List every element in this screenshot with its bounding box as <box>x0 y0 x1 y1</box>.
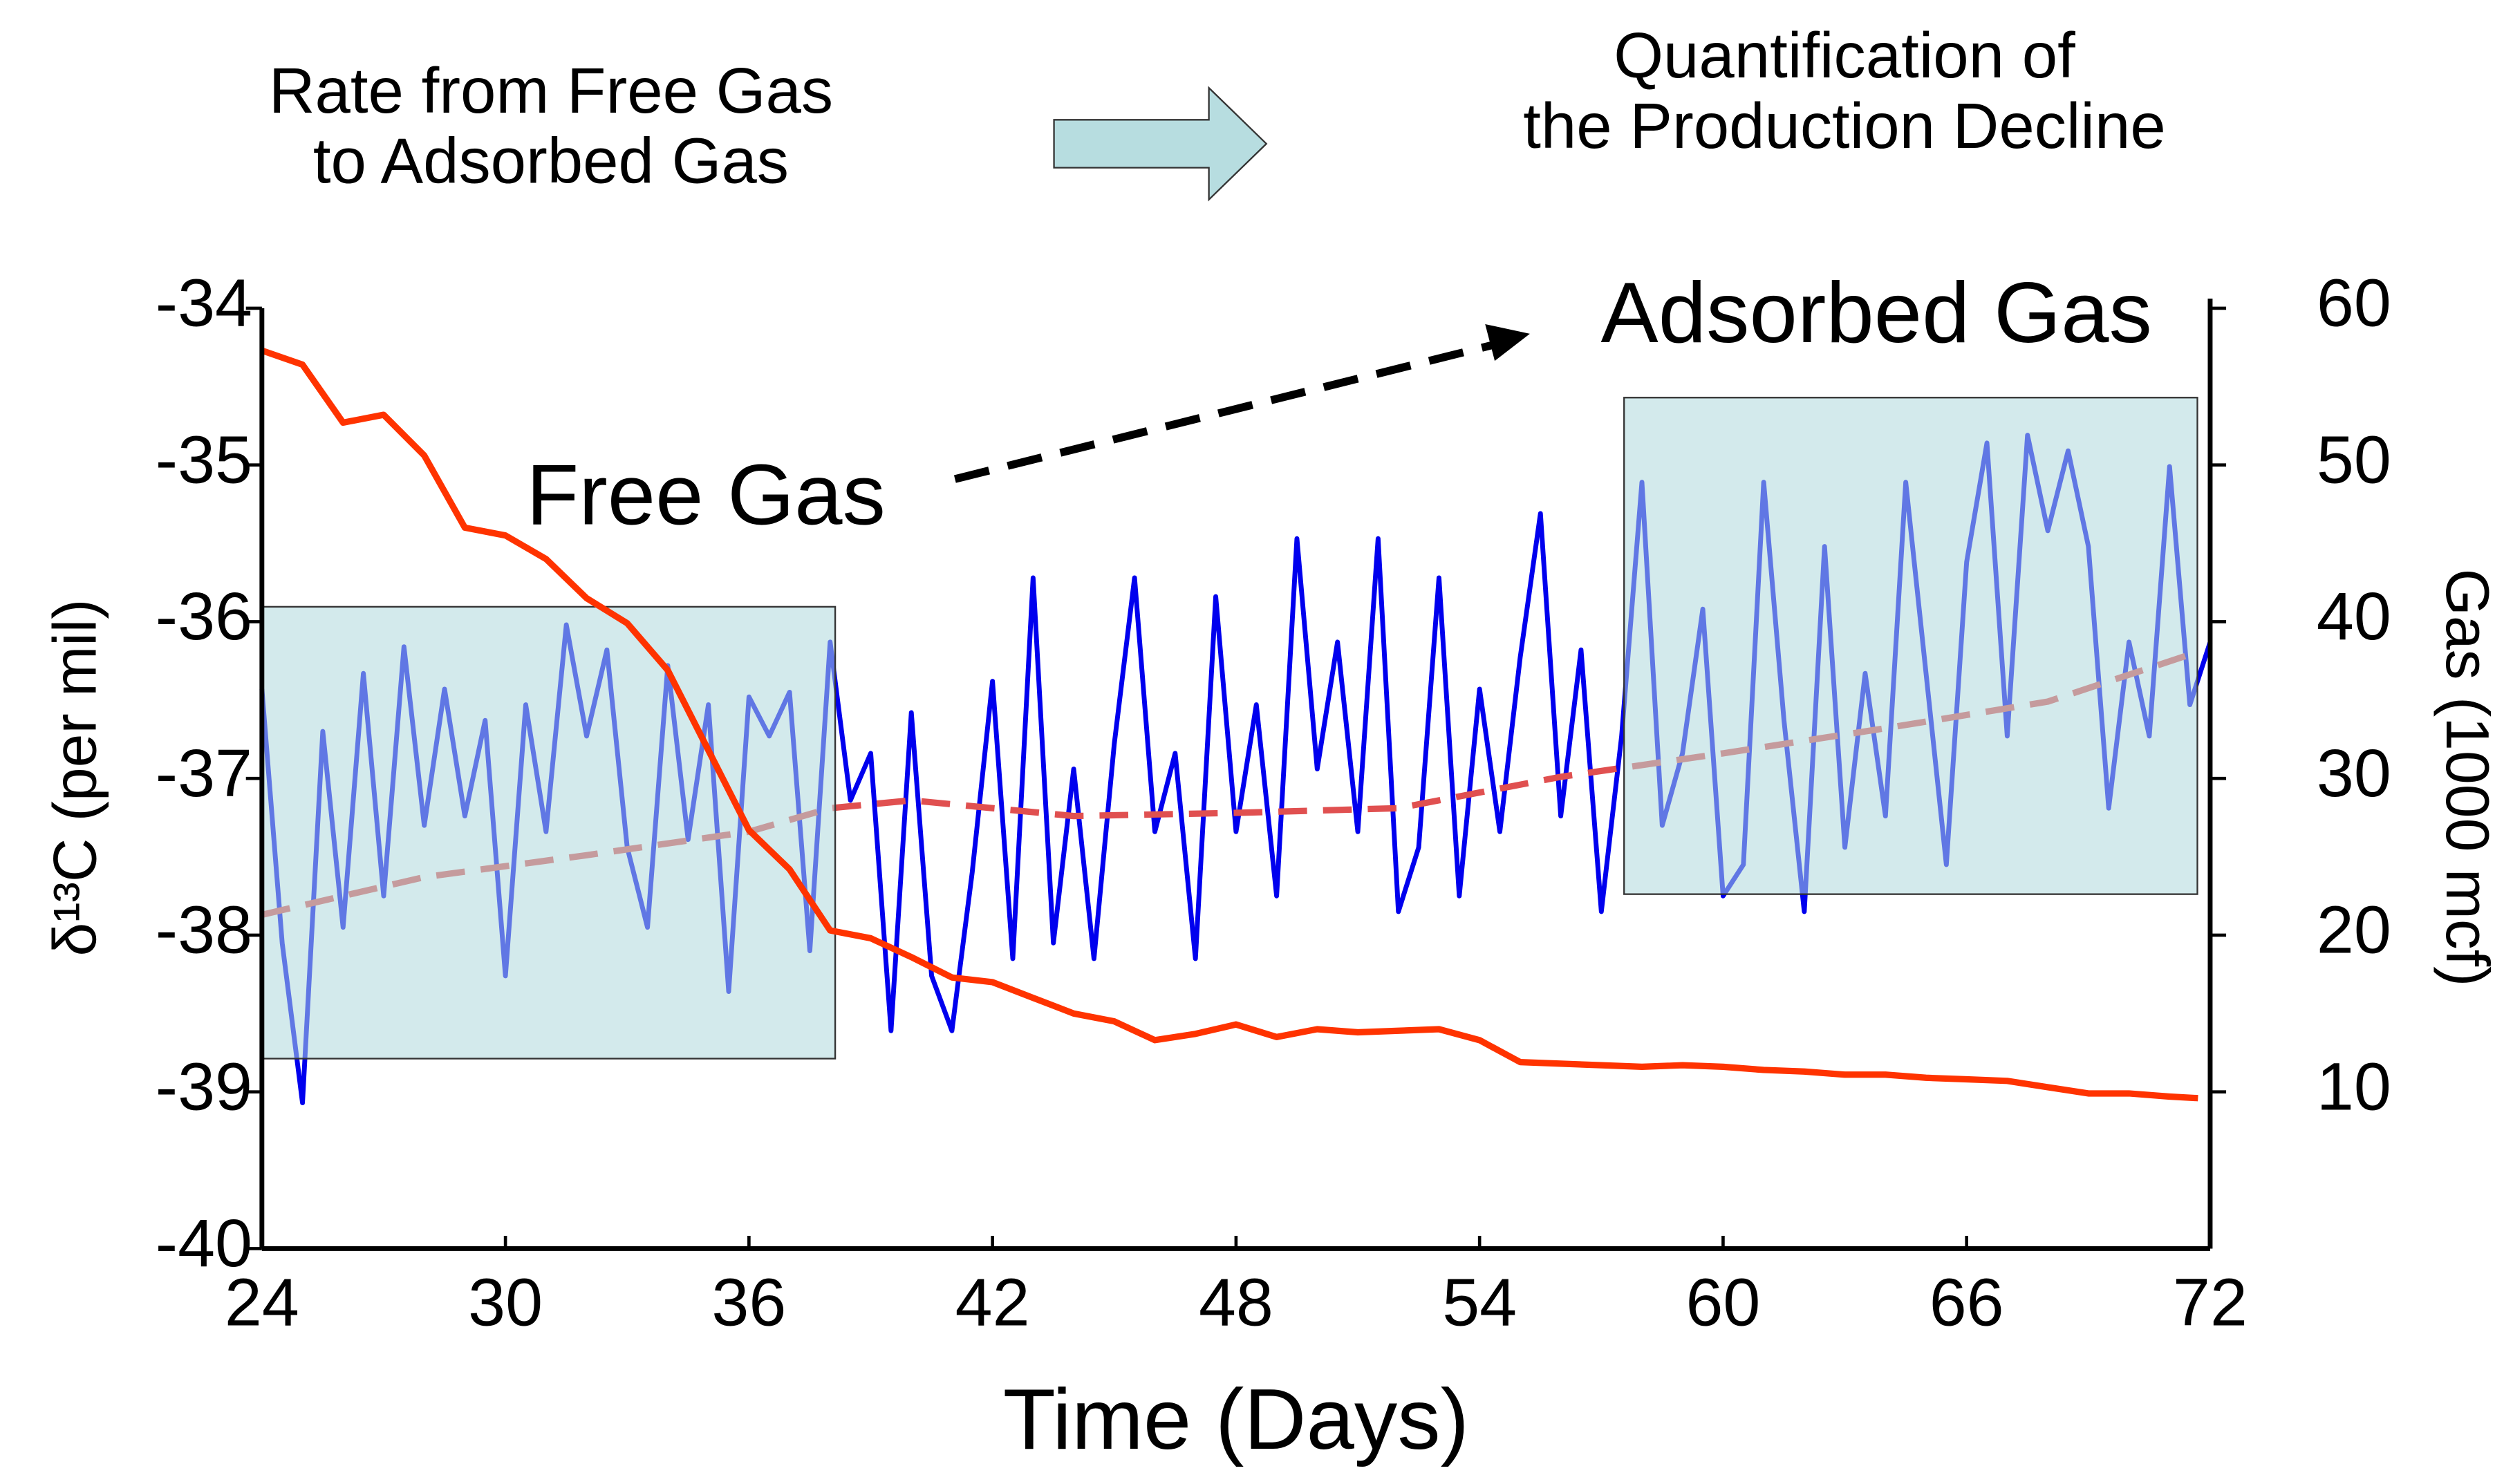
annotation: Adsorbed Gas <box>1601 265 2152 361</box>
y-axis-label: δ¹³C (per mil) <box>41 599 109 957</box>
x-tick-label: 54 <box>1442 1265 1517 1340</box>
data-line <box>261 347 2198 1102</box>
x-tick-label: 42 <box>955 1265 1030 1340</box>
y-tick-label: -35 <box>156 422 252 497</box>
annotation: to Adsorbed Gas <box>313 125 789 197</box>
y-tick-label: -37 <box>156 735 252 811</box>
annotation: Quantification of <box>1614 19 2075 91</box>
y2-tick-label: 30 <box>2317 735 2391 811</box>
x-tick-label: 66 <box>1930 1265 2004 1340</box>
y2-axis-label: Gas (1000 mcf) <box>2433 569 2501 987</box>
y2-tick-label: 40 <box>2317 579 2391 654</box>
labels: 24 30 36 42 48 54 60 66 72 -40 -39 -38 -37 -36 -35 -34 1… <box>41 19 2501 1467</box>
y-tick-label: -40 <box>156 1205 252 1281</box>
annotation: Free Gas <box>526 447 886 543</box>
axes <box>245 299 2227 1251</box>
adsorbed-gas-box <box>1623 397 2198 895</box>
x-tick-label: 36 <box>711 1265 786 1340</box>
annotation: Rate from Free Gas <box>269 55 833 126</box>
x-tick-label: 24 <box>225 1265 299 1340</box>
x-tick-label: 48 <box>1199 1265 1273 1340</box>
y-tick-label: -39 <box>156 1049 252 1124</box>
dashed-arrow <box>953 341 1495 483</box>
y2-tick-label: 60 <box>2317 265 2391 341</box>
y-tick-label: -36 <box>156 579 252 654</box>
y-tick-label: -34 <box>156 265 252 341</box>
annotation: the Production Decline <box>1523 90 2165 162</box>
y2-tick-label: 50 <box>2317 422 2391 497</box>
x-tick-label: 30 <box>468 1265 543 1340</box>
arrow-head <box>1485 323 1530 361</box>
x-tick-label: 60 <box>1685 1265 1760 1340</box>
plot-over <box>261 347 2198 1102</box>
y2-tick-label: 10 <box>2317 1049 2391 1124</box>
x-tick-label: 72 <box>2173 1265 2248 1340</box>
block-arrow <box>1053 86 1268 202</box>
y2-tick-label: 20 <box>2317 892 2391 968</box>
y-tick-label: -38 <box>156 892 252 968</box>
x-axis-label: Time (Days) <box>1003 1371 1469 1467</box>
